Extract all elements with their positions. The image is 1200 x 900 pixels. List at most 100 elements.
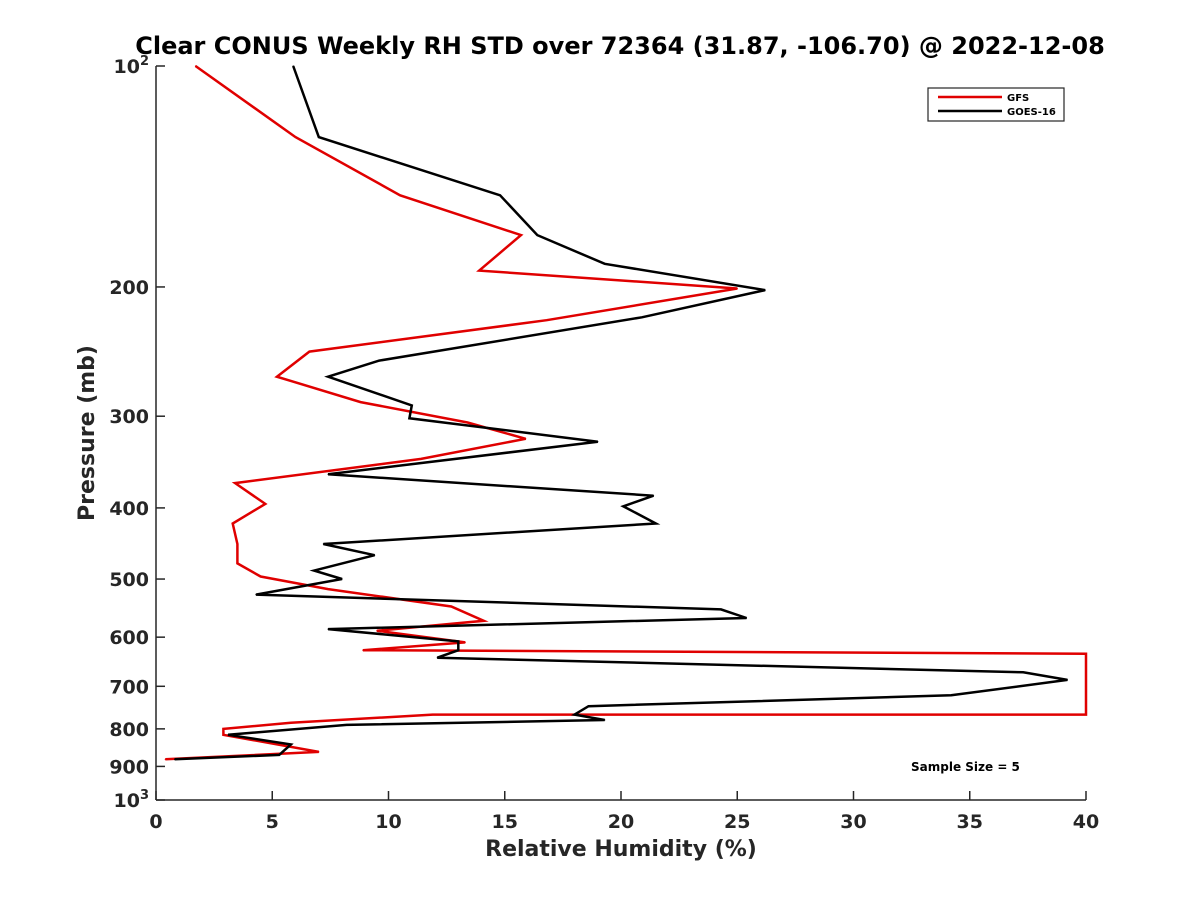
data-point-goes16 [436, 657, 438, 659]
data-point-goes16 [227, 734, 229, 736]
x-tick-label: 0 [149, 811, 162, 833]
data-point-gfs [236, 543, 238, 545]
data-point-goes16 [408, 417, 410, 419]
data-point-goes16 [764, 289, 766, 291]
y-tick-exponent: 2 [140, 54, 149, 69]
data-point-gfs [290, 722, 292, 724]
data-point-goes16 [327, 376, 329, 378]
y-tick-base: 10 [114, 790, 140, 812]
data-point-goes16 [950, 694, 952, 696]
data-point-gfs [308, 351, 310, 353]
data-point-gfs [376, 630, 378, 632]
data-point-gfs [260, 575, 262, 578]
data-point-gfs [432, 714, 434, 716]
x-tick-label: 30 [840, 811, 866, 833]
data-point-gfs [234, 482, 236, 484]
y-tick-base: 10 [114, 56, 140, 78]
data-point-goes16 [641, 316, 643, 318]
data-point-goes16 [457, 640, 459, 643]
data-point-goes16 [720, 608, 722, 611]
data-point-goes16 [587, 705, 590, 707]
data-point-goes16 [174, 758, 176, 760]
data-point-goes16 [322, 543, 324, 545]
data-point-gfs [264, 503, 266, 505]
data-point-goes16 [341, 578, 343, 580]
data-point-gfs [294, 136, 297, 138]
data-point-gfs [327, 588, 329, 590]
x-axis-ticks: 0 5 10 15 20 25 30 35 40 [149, 791, 1099, 833]
data-point-gfs [1085, 714, 1087, 716]
data-point-goes16 [346, 724, 348, 726]
x-tick-label: 25 [724, 811, 750, 833]
data-point-gfs [236, 562, 238, 565]
series-line-gfs [165, 64, 1088, 761]
x-tick-label: 10 [375, 811, 401, 833]
data-point-gfs [399, 194, 401, 196]
data-point-gfs [232, 522, 234, 525]
data-point-gfs [194, 65, 197, 67]
y-tick-label: 400 [109, 498, 149, 520]
data-point-goes16 [604, 263, 606, 265]
y-tick-label: 900 [109, 756, 149, 778]
data-point-goes16 [278, 754, 280, 756]
x-tick-label: 35 [957, 811, 983, 833]
data-point-gfs [1085, 653, 1087, 655]
data-point-goes16 [1022, 671, 1024, 673]
data-point-goes16 [1066, 679, 1068, 681]
data-point-gfs [483, 620, 485, 622]
data-point-gfs [546, 319, 548, 321]
data-point-gfs [478, 270, 480, 272]
y-tick-label: 800 [109, 719, 149, 741]
data-point-goes16 [255, 594, 257, 596]
series-line-goes16 [174, 65, 1068, 761]
data-point-goes16 [327, 628, 329, 630]
y-tick-label: 600 [109, 627, 149, 649]
data-point-gfs [450, 605, 452, 608]
x-axis-label: Relative Humidity (%) [485, 837, 757, 862]
data-point-gfs [464, 641, 466, 644]
plot-area [156, 66, 1086, 800]
sample-size-annotation: Sample Size = 5 [911, 760, 1020, 774]
data-point-goes16 [457, 649, 459, 651]
data-point-gfs [318, 751, 320, 753]
data-point-goes16 [318, 136, 320, 138]
data-point-gfs [525, 438, 527, 440]
data-point-goes16 [292, 65, 294, 67]
data-point-gfs [736, 287, 738, 290]
data-point-goes16 [374, 554, 376, 556]
data-point-goes16 [745, 617, 748, 619]
y-tick-label: 200 [109, 277, 149, 299]
data-point-goes16 [499, 194, 501, 196]
legend-box [927, 87, 1065, 122]
y-tick-label: 700 [109, 676, 149, 698]
x-tick-label: 5 [266, 811, 279, 833]
data-point-goes16 [536, 234, 538, 236]
data-point-gfs [222, 728, 224, 730]
data-point-goes16 [597, 441, 599, 443]
y-tick-exponent: 3 [140, 788, 149, 803]
data-point-gfs [222, 734, 224, 736]
data-point-gfs [520, 234, 522, 236]
data-point-gfs [467, 421, 469, 424]
data-point-goes16 [327, 473, 329, 475]
x-tick-label: 15 [492, 811, 518, 833]
data-point-goes16 [290, 743, 292, 746]
data-point-goes16 [411, 404, 413, 406]
data-point-goes16 [622, 505, 624, 507]
legend-label-gfs: GFS [1007, 93, 1029, 104]
data-point-gfs [420, 458, 422, 460]
y-tick-label: 300 [109, 406, 149, 428]
x-tick-label: 40 [1073, 811, 1099, 833]
x-tick-label: 20 [608, 811, 634, 833]
data-point-gfs [360, 401, 362, 403]
legend: GFS GOES-16 [927, 87, 1065, 122]
data-point-gfs [164, 758, 166, 760]
data-point-goes16 [604, 719, 606, 721]
data-point-goes16 [313, 570, 315, 572]
data-point-goes16 [652, 495, 655, 497]
data-point-goes16 [378, 360, 380, 362]
chart-title: Clear CONUS Weekly RH STD over 72364 (31… [135, 32, 1105, 60]
legend-label-goes16: GOES-16 [1007, 107, 1056, 118]
data-point-goes16 [573, 714, 576, 716]
